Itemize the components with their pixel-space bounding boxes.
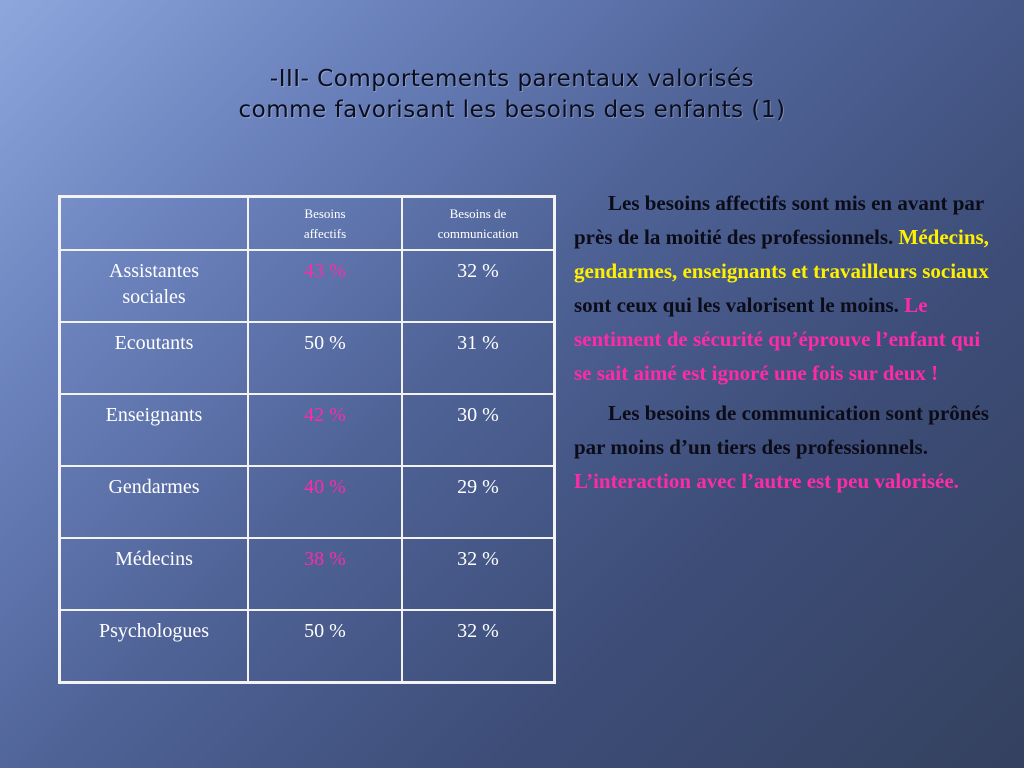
row-affectifs: 38 % — [247, 537, 403, 611]
table-row: Assistantes sociales 43 % 32 % — [58, 249, 556, 323]
row-affectifs: 50 % — [247, 609, 403, 684]
p1-security-highlight: Le sentiment de sécurité qu’éprouve l’en… — [574, 293, 981, 385]
table-header-row: Besoins affectifs Besoins de communicati… — [58, 195, 556, 251]
table-row: Gendarmes 40 % 29 % — [58, 465, 556, 539]
row-communication: 32 % — [401, 609, 556, 684]
table-header-empty — [58, 195, 249, 251]
row-label: Assistantes sociales — [58, 249, 249, 323]
p1-intro: Les besoins affectifs sont mis en avant … — [574, 191, 984, 249]
commentary-text: Les besoins affectifs sont mis en avant … — [574, 186, 994, 504]
header-affectifs-text: Besoins affectifs — [303, 206, 347, 241]
row-affectifs: 43 % — [247, 249, 403, 323]
table-header-communication: Besoins de communication — [401, 195, 556, 251]
row-affectifs: 42 % — [247, 393, 403, 467]
paragraph-affectifs: Les besoins affectifs sont mis en avant … — [574, 186, 994, 390]
table-header-affectifs: Besoins affectifs — [247, 195, 403, 251]
row-label: Enseignants — [58, 393, 249, 467]
row-communication: 32 % — [401, 249, 556, 323]
row-label: Gendarmes — [58, 465, 249, 539]
row-label: Médecins — [58, 537, 249, 611]
slide-title: -III- Comportements parentaux valorisés … — [0, 64, 1024, 126]
row-communication: 31 % — [401, 321, 556, 395]
row-affectifs: 50 % — [247, 321, 403, 395]
row-label: Psychologues — [58, 609, 249, 684]
row-affectifs: 40 % — [247, 465, 403, 539]
paragraph-communication: Les besoins de communication sont prônés… — [574, 396, 994, 498]
p2-interaction-highlight: L’interaction avec l’autre est peu valor… — [574, 469, 959, 493]
p1-professions-highlight: Médecins, gendarmes, enseignants et trav… — [574, 225, 989, 283]
slide-title-line1: -III- Comportements parentaux valorisés — [269, 66, 755, 92]
table-row: Enseignants 42 % 30 % — [58, 393, 556, 467]
table-row: Psychologues 50 % 32 % — [58, 609, 556, 684]
row-label: Ecoutants — [58, 321, 249, 395]
row-communication: 30 % — [401, 393, 556, 467]
header-communication-text: Besoins de communication — [437, 206, 519, 241]
slide-title-line2: comme favorisant les besoins des enfants… — [238, 97, 786, 123]
row-communication: 29 % — [401, 465, 556, 539]
p1-middle: sont ceux qui les valorisent le moins. — [574, 293, 905, 317]
table-row: Médecins 38 % 32 % — [58, 537, 556, 611]
table-row: Ecoutants 50 % 31 % — [58, 321, 556, 395]
row-communication: 32 % — [401, 537, 556, 611]
data-table: Besoins affectifs Besoins de communicati… — [58, 195, 556, 684]
p2-intro: Les besoins de communication sont prônés… — [574, 401, 989, 459]
